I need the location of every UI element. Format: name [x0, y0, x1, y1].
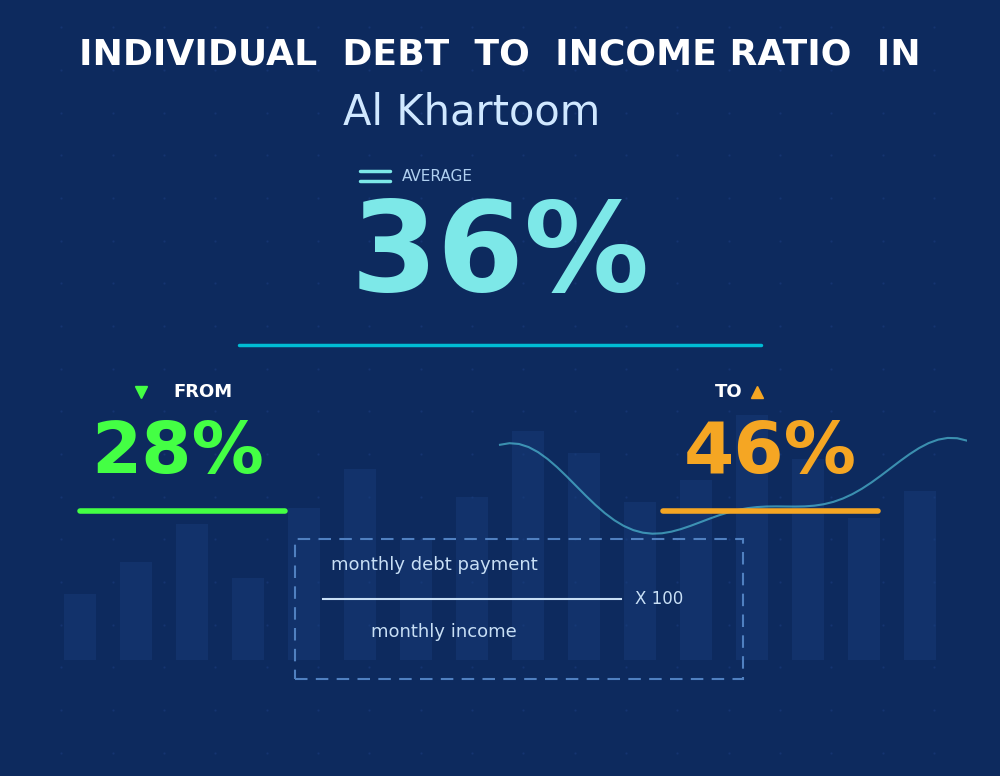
Bar	[568, 453, 600, 660]
Text: 46%: 46%	[684, 420, 857, 488]
Bar	[288, 508, 320, 660]
Bar	[512, 431, 544, 660]
Text: monthly debt payment: monthly debt payment	[331, 556, 538, 574]
Text: FROM: FROM	[173, 383, 232, 401]
Bar	[736, 415, 768, 660]
Bar	[344, 469, 376, 660]
Bar	[904, 491, 936, 660]
Bar	[232, 578, 264, 660]
Bar	[176, 524, 208, 660]
Bar	[792, 459, 824, 660]
Text: 36%: 36%	[350, 196, 650, 317]
Bar	[120, 562, 152, 660]
Text: TO: TO	[715, 383, 743, 401]
Text: Al Khartoom: Al Khartoom	[343, 92, 601, 133]
Text: AVERAGE: AVERAGE	[402, 169, 473, 185]
Bar	[400, 540, 432, 660]
Bar	[680, 480, 712, 660]
Bar	[456, 497, 488, 660]
Text: 28%: 28%	[92, 420, 264, 488]
Bar	[848, 518, 880, 660]
Text: INDIVIDUAL  DEBT  TO  INCOME RATIO  IN: INDIVIDUAL DEBT TO INCOME RATIO IN	[79, 37, 921, 71]
Bar	[64, 594, 96, 660]
Bar	[624, 502, 656, 660]
Text: monthly income: monthly income	[371, 623, 517, 642]
Text: X 100: X 100	[635, 590, 683, 608]
